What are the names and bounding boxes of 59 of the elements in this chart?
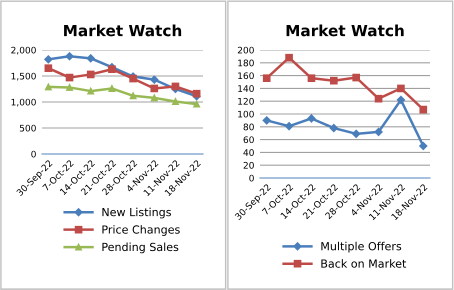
- y-tick-label: 140: [238, 85, 254, 92]
- point: [65, 52, 74, 60]
- point: [150, 76, 158, 84]
- point: [397, 84, 405, 92]
- point: [262, 74, 271, 82]
- y-tick-label: 0: [31, 150, 36, 158]
- y-tick-label: 180: [238, 60, 254, 66]
- y-tick-label: 1,500: [12, 72, 36, 80]
- point: [66, 84, 74, 91]
- chart-title: Market Watch: [286, 24, 404, 36]
- point: [352, 130, 360, 138]
- point: [262, 116, 271, 125]
- point: [307, 114, 316, 123]
- point: [150, 84, 158, 92]
- point: [192, 90, 200, 98]
- point: [330, 76, 338, 85]
- point: [66, 74, 74, 82]
- y-tick-label: 60: [244, 136, 254, 144]
- legend-label: Back on Market: [321, 259, 406, 268]
- point: [44, 64, 52, 72]
- legend-label: New Listings: [102, 208, 171, 218]
- point: [285, 54, 293, 62]
- legend-label: Price Changes: [102, 225, 180, 236]
- y-tick-label: 160: [238, 72, 254, 80]
- point: [308, 74, 316, 82]
- y-tick-label: 0: [249, 174, 254, 182]
- point: [87, 88, 94, 95]
- point: [193, 100, 200, 108]
- point: [44, 55, 52, 64]
- point: [130, 92, 137, 100]
- point: [374, 128, 383, 136]
- point: [284, 122, 294, 130]
- point: [108, 65, 116, 74]
- point: [172, 98, 179, 105]
- point: [129, 74, 137, 82]
- point: [172, 82, 180, 90]
- point: [352, 74, 360, 82]
- point: [44, 83, 52, 90]
- point: [419, 142, 428, 150]
- y-tick-label: 20: [244, 162, 254, 169]
- point: [108, 85, 116, 92]
- legend-label: Multiple Offers: [321, 242, 402, 253]
- y-tick-label: 200: [238, 46, 254, 54]
- point: [396, 96, 406, 104]
- y-tick-label: 2,000: [11, 46, 36, 54]
- point: [150, 94, 158, 102]
- point: [419, 106, 428, 114]
- point: [86, 54, 95, 62]
- point: [374, 94, 382, 102]
- y-tick-label: 100: [238, 110, 254, 118]
- y-tick-label: 1,000: [12, 98, 36, 106]
- y-tick-label: 40: [243, 149, 254, 156]
- chart-title: Market Watch: [64, 24, 182, 36]
- legend-label: Pending Sales: [102, 242, 178, 254]
- point: [86, 70, 95, 78]
- y-tick-label: 80: [244, 124, 254, 130]
- point: [330, 124, 338, 132]
- y-tick-label: 120: [238, 98, 254, 105]
- y-tick-label: 500: [20, 124, 36, 132]
